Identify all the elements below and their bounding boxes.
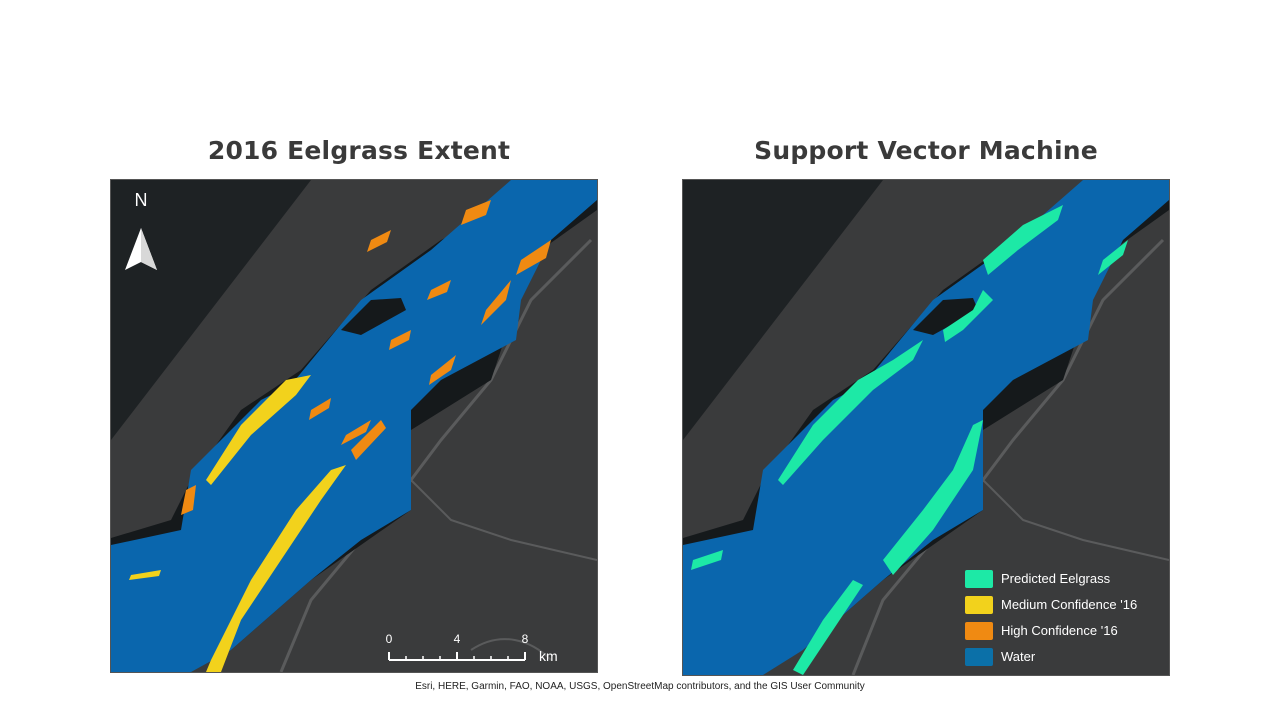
legend-item-predicted: Predicted Eelgrass <box>965 568 1165 594</box>
map-legend: Predicted Eelgrass Medium Confidence '16… <box>965 568 1165 672</box>
scale-bar: 0 4 8 km <box>385 632 575 668</box>
legend-label-predicted: Predicted Eelgrass <box>1001 571 1111 586</box>
legend-label-high: High Confidence '16 <box>1001 623 1118 638</box>
eelgrass-extent-map: N 0 4 8 km <box>110 179 598 673</box>
scale-tick-4: 4 <box>453 632 461 646</box>
water-area <box>683 180 1169 675</box>
legend-label-medium: Medium Confidence '16 <box>1001 597 1138 612</box>
scale-tick-8: 8 <box>521 632 529 646</box>
legend-swatch-predicted <box>965 570 993 588</box>
legend-swatch-water <box>965 648 993 666</box>
high-confidence-patches <box>181 200 551 515</box>
left-map-title: 2016 Eelgrass Extent <box>207 136 511 165</box>
legend-item-medium: Medium Confidence '16 <box>965 594 1165 620</box>
scale-bar-ruler <box>388 652 526 661</box>
svm-prediction-map: Predicted Eelgrass Medium Confidence '16… <box>682 179 1170 676</box>
medium-confidence-patches <box>129 375 346 672</box>
map-attribution: Esri, HERE, Garmin, FAO, NOAA, USGS, Ope… <box>415 681 865 692</box>
legend-swatch-medium <box>965 596 993 614</box>
north-arrow-icon <box>125 228 157 270</box>
eelgrass-extent-map-graphic <box>111 180 597 672</box>
north-arrow: N <box>123 190 159 272</box>
svm-prediction-map-graphic <box>683 180 1169 675</box>
water-area <box>111 180 597 672</box>
legend-item-water: Water <box>965 646 1165 672</box>
north-label: N <box>134 190 148 210</box>
scale-unit: km <box>539 648 558 664</box>
legend-label-water: Water <box>1001 649 1036 664</box>
right-map-title: Support Vector Machine <box>754 136 1098 165</box>
legend-item-high: High Confidence '16 <box>965 620 1165 646</box>
legend-swatch-high <box>965 622 993 640</box>
scale-tick-0: 0 <box>385 632 393 646</box>
predicted-eelgrass-patches <box>691 205 1128 675</box>
